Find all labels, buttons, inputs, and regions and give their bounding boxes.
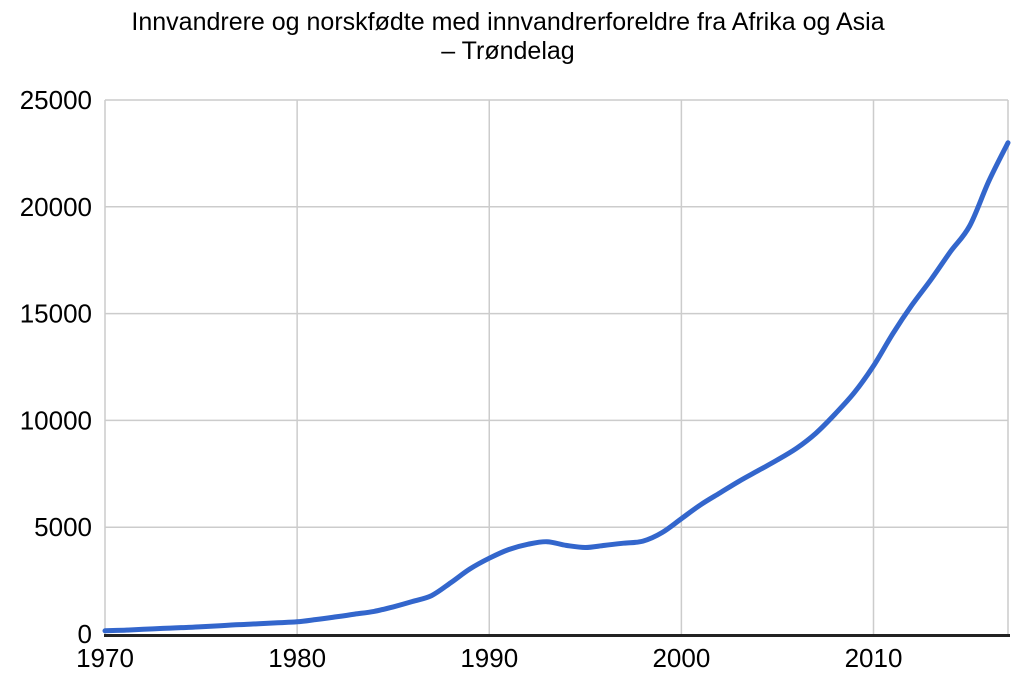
y-tick-label: 25000 — [20, 85, 92, 115]
y-tick-label: 10000 — [20, 405, 92, 435]
data-line-series — [102, 140, 1011, 634]
x-tick-label: 1990 — [460, 643, 518, 673]
y-tick-label: 0 — [78, 619, 92, 649]
y-tick-label: 15000 — [20, 299, 92, 329]
chart-title-line2: – Trøndelag — [441, 37, 575, 65]
chart-title: Innvandrere og norskfødte med innvandrer… — [0, 8, 1016, 66]
y-tick-label: 5000 — [34, 512, 92, 542]
y-tick-label: 20000 — [20, 192, 92, 222]
x-tick-label: 1970 — [76, 643, 134, 673]
x-tick-label: 2010 — [845, 643, 903, 673]
x-tick-label: 2000 — [652, 643, 710, 673]
x-tick-label: 1980 — [268, 643, 326, 673]
chart-title-line1: Innvandrere og norskfødte med innvandrer… — [131, 8, 885, 36]
